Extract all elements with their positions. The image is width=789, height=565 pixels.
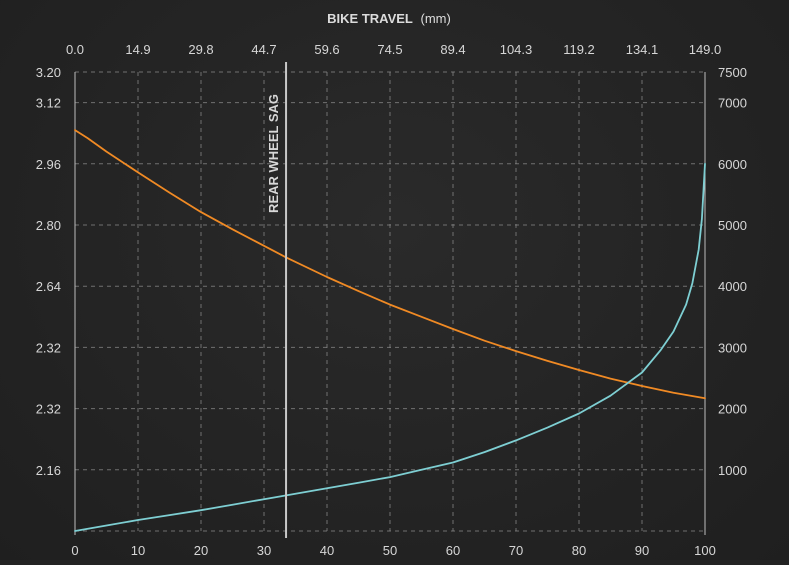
x-bottom-tick-label: 50: [383, 543, 397, 558]
y-left-tick-label: 2.16: [36, 463, 61, 478]
y-right-tick-label: 7000: [718, 96, 747, 111]
x-top-tick-label: 14.9: [125, 42, 150, 57]
sag-marker-label: REAR WHEEL SAG: [266, 94, 281, 213]
x-top-tick-label: 59.6: [314, 42, 339, 57]
chart-title-main: BIKE TRAVEL: [327, 11, 413, 26]
chart-title: BIKE TRAVEL (mm): [327, 11, 451, 26]
x-bottom-tick-label: 70: [509, 543, 523, 558]
x-bottom-tick-label: 80: [572, 543, 586, 558]
y-right-tick-label: 2000: [718, 402, 747, 417]
x-bottom-tick-label: 60: [446, 543, 460, 558]
x-top-tick-label: 29.8: [188, 42, 213, 57]
x-bottom-tick-label: 30: [257, 543, 271, 558]
x-top-tick-label: 149.0: [689, 42, 722, 57]
x-top-tick-label: 104.3: [500, 42, 533, 57]
chart-title-unit: (mm): [421, 11, 451, 26]
x-bottom-tick-label: 90: [635, 543, 649, 558]
y-right-tick-label: 3000: [718, 340, 747, 355]
y-left-tick-label: 2.80: [36, 218, 61, 233]
x-bottom-tick-label: 20: [194, 543, 208, 558]
x-top-tick-label: 74.5: [377, 42, 402, 57]
y-left-tick-label: 2.64: [36, 279, 61, 294]
x-bottom-tick-label: 100: [694, 543, 716, 558]
series-line-1: [74, 129, 706, 400]
x-top-tick-label: 134.1: [626, 42, 659, 57]
tick-labels: 0 0.0 10 14.9 20 29.8 30 44.7 40 59.6 50 74.5 60 89.4…: [36, 42, 747, 558]
y-left-tick-label: 2.96: [36, 157, 61, 172]
x-bottom-tick-label: 0: [71, 543, 78, 558]
x-top-tick-label: 89.4: [440, 42, 465, 57]
y-left-tick-label: 2.32: [36, 340, 61, 355]
y-left-tick-label: 2.32: [36, 402, 61, 417]
sag-marker: REAR WHEEL SAG: [266, 62, 288, 538]
y-right-tick-label: 4000: [718, 279, 747, 294]
grid-lines: [74, 71, 706, 531]
x-top-tick-label: 44.7: [251, 42, 276, 57]
y-right-tick-label: 5000: [718, 218, 747, 233]
x-top-tick-label: 119.2: [563, 42, 595, 57]
y-right-tick-label: 6000: [718, 157, 747, 172]
x-bottom-tick-label: 40: [320, 543, 334, 558]
x-top-tick-label: 0.0: [66, 42, 84, 57]
x-bottom-tick-label: 10: [131, 543, 145, 558]
plot-frame: [74, 72, 706, 535]
y-left-tick-label: 3.20: [36, 65, 61, 80]
series-line-2: [74, 162, 706, 532]
y-right-tick-label: 7500: [718, 65, 747, 80]
series-lines: [74, 129, 706, 532]
y-right-tick-label: 1000: [718, 463, 747, 478]
y-left-tick-label: 3.12: [36, 96, 61, 111]
